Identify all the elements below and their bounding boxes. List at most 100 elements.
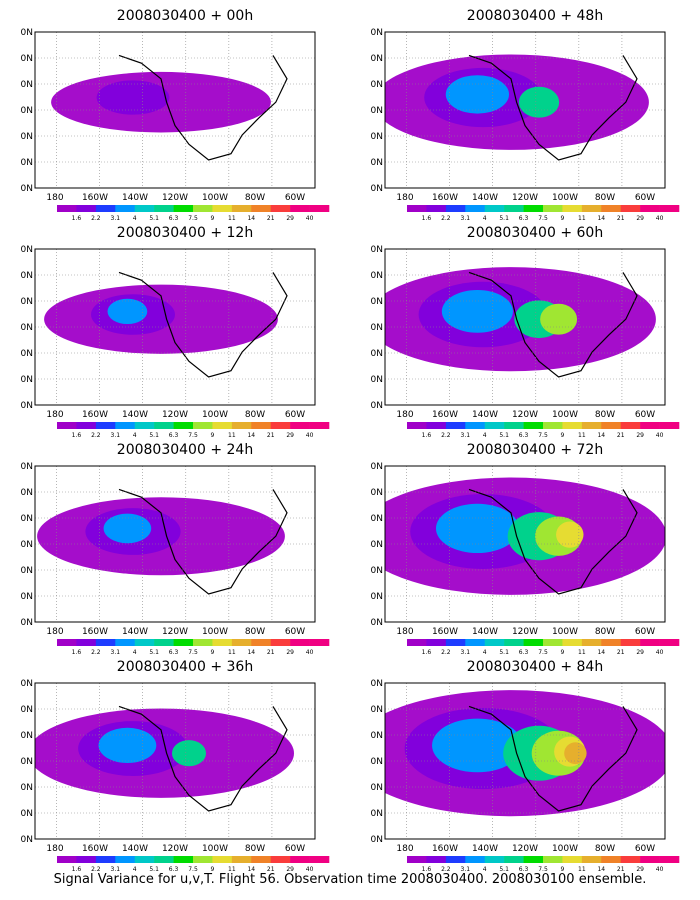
colorbar-swatch (581, 639, 602, 646)
colorbar-swatch (270, 856, 291, 863)
graticule (35, 466, 315, 622)
lon-tick-label: 180 (396, 844, 413, 854)
colorbar-label: 3.1 (111, 215, 121, 222)
lon-tick-label: 100W (202, 410, 228, 420)
colorbar-swatch (426, 422, 447, 429)
lon-tick-label: 120W (512, 627, 538, 637)
colorbar-swatch (193, 639, 213, 646)
colorbar-label: 5.1 (149, 215, 159, 222)
colorbar-label: 21 (267, 649, 275, 656)
colorbar-swatch (212, 422, 233, 429)
colorbar-swatch (251, 639, 272, 646)
lon-tick-label: 140W (122, 410, 148, 420)
graticule (385, 683, 665, 839)
colorbar-swatch (465, 639, 486, 646)
lon-tick-label: 100W (552, 410, 578, 420)
forecast-panel: 2008030400 + 36h 70N 60N 50N 40N 30N 20N 10N 180… (20, 659, 350, 874)
colorbar-swatch (290, 422, 310, 429)
lon-tick-label: 60W (285, 410, 305, 420)
colorbar-swatch (640, 422, 660, 429)
colorbar-label: 21 (267, 215, 275, 222)
colorbar-label: 21 (617, 649, 625, 656)
colorbar-swatch (57, 639, 77, 646)
colorbar-swatch (407, 422, 427, 429)
forecast-panel: 2008030400 + 48h 70N 60N 50N 40N 30N 20N 10N 180… (370, 8, 700, 223)
colorbar-label: 4 (483, 432, 487, 439)
graticule (385, 32, 665, 188)
lat-tick-label: 30N (370, 349, 383, 359)
graticule (35, 249, 315, 405)
colorbar-label: 29 (636, 432, 644, 439)
colorbar-swatch (659, 205, 680, 212)
colorbar-swatch (231, 639, 252, 646)
graticule (385, 249, 665, 405)
lat-tick-label: 10N (370, 184, 383, 194)
panel-title: 2008030400 + 00h (116, 8, 254, 24)
colorbar-swatch (115, 856, 136, 863)
lon-tick-label: 180 (46, 410, 63, 420)
lat-tick-label: 30N (370, 783, 383, 793)
colorbar-swatch (465, 856, 486, 863)
colorbar-swatch (640, 639, 660, 646)
colorbar-swatch (620, 639, 641, 646)
colorbar-swatch (95, 856, 116, 863)
lon-tick-label: 160W (82, 193, 108, 203)
colorbar-swatch (504, 422, 524, 429)
lon-tick-label: 160W (82, 410, 108, 420)
lon-tick-label: 120W (512, 410, 538, 420)
colorbar-label: 40 (656, 649, 664, 656)
colorbar-label: 29 (286, 432, 294, 439)
colorbar-swatch (270, 422, 291, 429)
colorbar-swatch (212, 205, 233, 212)
colorbar-label: 21 (267, 432, 275, 439)
colorbar-swatch (95, 639, 116, 646)
lat-tick-label: 60N (20, 54, 33, 64)
colorbar-label: 40 (306, 432, 314, 439)
colorbar-label: 6.3 (519, 215, 529, 222)
lat-tick-label: 70N (20, 245, 33, 255)
colorbar-label: 7.5 (538, 866, 548, 873)
colorbar-swatch (193, 856, 213, 863)
colorbar-label: 1.6 (422, 432, 432, 439)
colorbar-label: 1.6 (72, 432, 82, 439)
colorbar-label: 9 (211, 432, 215, 439)
lat-tick-label: 60N (20, 271, 33, 281)
coastline (118, 271, 288, 378)
colorbar-label: 21 (617, 866, 625, 873)
lat-tick-label: 10N (20, 401, 33, 411)
graticule (385, 466, 665, 622)
graticule (35, 683, 315, 839)
variance-map: 70N 60N 50N 40N 30N 20N 10N 180 160W 140W 120W 100W… (370, 245, 680, 439)
colorbar-label: 11 (228, 866, 236, 873)
colorbar-swatch (57, 422, 77, 429)
colorbar-swatch (562, 856, 583, 863)
lat-tick-label: 10N (370, 401, 383, 411)
coastline (468, 54, 638, 161)
lon-tick-label: 160W (432, 844, 458, 854)
lon-tick-label: 180 (46, 193, 63, 203)
colorbar-swatch (134, 639, 155, 646)
colorbar-swatch (173, 639, 194, 646)
colorbar-swatch (426, 856, 447, 863)
lon-tick-label: 100W (202, 193, 228, 203)
colorbar-label: 14 (597, 649, 605, 656)
colorbar-label: 5.1 (149, 649, 159, 656)
lon-tick-label: 140W (122, 193, 148, 203)
panel-title: 2008030400 + 24h (116, 442, 254, 458)
colorbar-swatch (193, 205, 213, 212)
colorbar-swatch (562, 205, 583, 212)
colorbar-label: 3.1 (461, 432, 471, 439)
lon-tick-label: 60W (635, 193, 655, 203)
colorbar-label: 29 (636, 649, 644, 656)
colorbar-label: 3.1 (461, 215, 471, 222)
lat-tick-label: 60N (370, 705, 383, 715)
colorbar-label: 21 (267, 866, 275, 873)
colorbar-swatch (290, 639, 310, 646)
colorbar-swatch (134, 422, 155, 429)
colorbar-label: 9 (211, 866, 215, 873)
colorbar-label: 2.2 (441, 432, 451, 439)
colorbar-swatch (76, 639, 97, 646)
lat-tick-label: 40N (370, 540, 383, 550)
colorbar-label: 3.1 (111, 649, 121, 656)
variance-map: 70N 60N 50N 40N 30N 20N 10N 180 160W 140W 120W 100W… (20, 28, 330, 222)
